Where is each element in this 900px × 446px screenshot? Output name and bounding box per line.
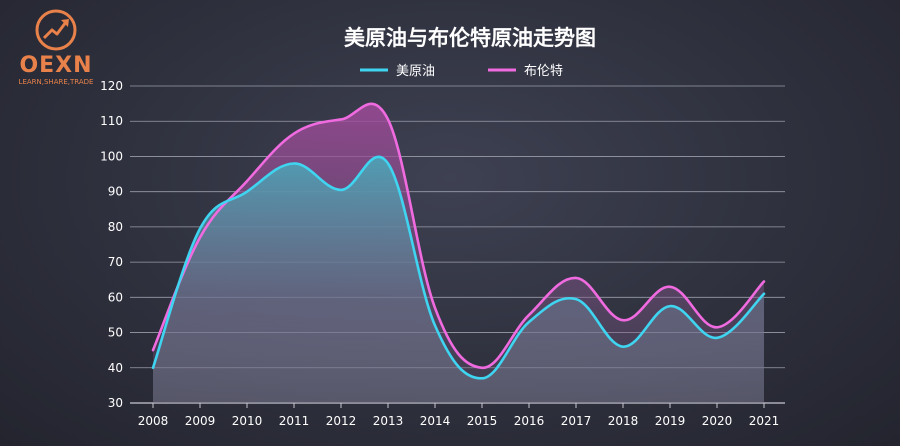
x-tick-label: 2008	[138, 414, 169, 428]
x-tick-label: 2016	[514, 414, 545, 428]
logo-name: OEXN	[19, 53, 93, 78]
y-tick-label: 80	[108, 220, 123, 234]
x-tick-label: 2013	[373, 414, 404, 428]
series-lines	[151, 102, 766, 380]
chart-title: 美原油与布伦特原油走势图	[344, 26, 596, 50]
x-tick-label: 2011	[279, 414, 310, 428]
x-tick-label: 2012	[326, 414, 357, 428]
x-axis: 2008 2009 2010 2011 2012 2013 2014 2015 2016 2017…	[138, 403, 780, 428]
series-line-brent	[151, 102, 766, 370]
y-axis: 30 40 50 60 70 80 90 100 110 120	[100, 79, 123, 410]
trend-up-icon	[35, 9, 77, 51]
y-tick-label: 70	[108, 255, 123, 269]
legend-label: 美原油	[396, 64, 435, 79]
x-tick-label: 2018	[608, 414, 639, 428]
y-tick-label: 50	[108, 326, 123, 340]
legend: 美原油 布伦特	[360, 64, 563, 79]
x-tick-label: 2014	[420, 414, 451, 428]
y-tick-label: 120	[100, 79, 123, 93]
x-tick-label: 2019	[655, 414, 686, 428]
x-tick-label: 2021	[749, 414, 780, 428]
y-tick-label: 90	[108, 185, 123, 199]
y-tick-label: 30	[108, 396, 123, 410]
oexn-logo: OEXN LEARN,SHARE,TRADE	[10, 8, 102, 98]
x-tick-label: 2009	[185, 414, 216, 428]
x-tick-label: 2010	[232, 414, 263, 428]
y-tick-label: 40	[108, 361, 123, 375]
series-areas	[153, 103, 764, 403]
y-tick-label: 100	[100, 149, 123, 163]
series-line-wti	[151, 155, 766, 380]
logo-tagline: LEARN,SHARE,TRADE	[18, 78, 94, 86]
x-tick-label: 2017	[561, 414, 592, 428]
legend-label: 布伦特	[524, 64, 563, 79]
x-tick-label: 2020	[702, 414, 733, 428]
x-tick-label: 2015	[467, 414, 498, 428]
y-tick-label: 110	[100, 114, 123, 128]
y-tick-label: 60	[108, 290, 123, 304]
